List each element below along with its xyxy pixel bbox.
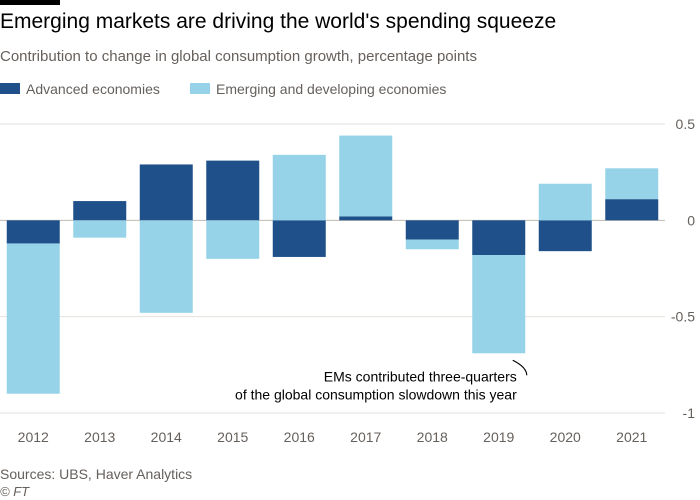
x-tick-label: 2019 bbox=[483, 429, 514, 445]
bar-emerging-2021 bbox=[605, 168, 659, 200]
chart-title: Emerging markets are driving the world's… bbox=[0, 10, 557, 33]
annotation-leader-line bbox=[512, 359, 528, 376]
bar-emerging-2017 bbox=[339, 135, 393, 217]
source-note: Sources: UBS, Haver Analytics bbox=[0, 466, 193, 482]
x-tick-label: 2012 bbox=[18, 429, 49, 445]
bar-emerging-2016 bbox=[272, 154, 326, 221]
y-tick-label: -1 bbox=[683, 405, 696, 421]
chart-subtitle: Contribution to change in global consump… bbox=[0, 48, 477, 65]
bar-emerging-2012 bbox=[6, 243, 60, 394]
x-tick-label: 2016 bbox=[284, 429, 315, 445]
x-tick-label: 2014 bbox=[151, 429, 182, 445]
chart-plot: 0.5 0 -0.5 -1 2012 2013 2014 2015 2016 2017 2018 20… bbox=[0, 116, 696, 445]
bar-advanced-2012 bbox=[6, 220, 60, 244]
bar-advanced-2021 bbox=[605, 199, 659, 221]
bar-emerging-2013 bbox=[73, 220, 127, 238]
x-tick-label: 2015 bbox=[217, 429, 248, 445]
bar-advanced-2013 bbox=[73, 201, 127, 221]
top-rule bbox=[0, 0, 60, 5]
legend-label-emerging: Emerging and developing economies bbox=[216, 81, 447, 97]
x-tick-label: 2013 bbox=[84, 429, 115, 445]
bar-advanced-2019 bbox=[472, 220, 526, 256]
bar-advanced-2017 bbox=[339, 216, 393, 221]
bar-emerging-2019 bbox=[472, 255, 526, 354]
bar-emerging-2014 bbox=[139, 220, 193, 313]
x-tick-label: 2018 bbox=[417, 429, 448, 445]
y-tick-label: 0.5 bbox=[676, 116, 696, 132]
legend-label-advanced: Advanced economies bbox=[26, 81, 160, 97]
y-tick-label: 0 bbox=[687, 212, 695, 228]
annotation-text-line: EMs contributed three-quarters bbox=[324, 368, 517, 384]
bar-emerging-2018 bbox=[405, 239, 459, 250]
y-tick-label: -0.5 bbox=[671, 309, 695, 325]
annotation-text-line: of the global consumption slowdown this … bbox=[235, 386, 517, 402]
bar-emerging-2015 bbox=[206, 220, 260, 259]
bar-advanced-2016 bbox=[272, 220, 326, 257]
bar-advanced-2015 bbox=[206, 160, 260, 221]
bar-advanced-2014 bbox=[139, 164, 193, 221]
x-tick-label: 2017 bbox=[350, 429, 381, 445]
legend-swatch-emerging bbox=[190, 83, 210, 94]
bar-emerging-2020 bbox=[538, 183, 592, 221]
credit: © FT bbox=[0, 484, 30, 499]
bar-advanced-2018 bbox=[405, 220, 459, 240]
x-tick-label: 2021 bbox=[616, 429, 647, 445]
bar-advanced-2020 bbox=[538, 220, 592, 252]
x-tick-label: 2020 bbox=[550, 429, 581, 445]
legend-swatch-advanced bbox=[0, 83, 20, 94]
